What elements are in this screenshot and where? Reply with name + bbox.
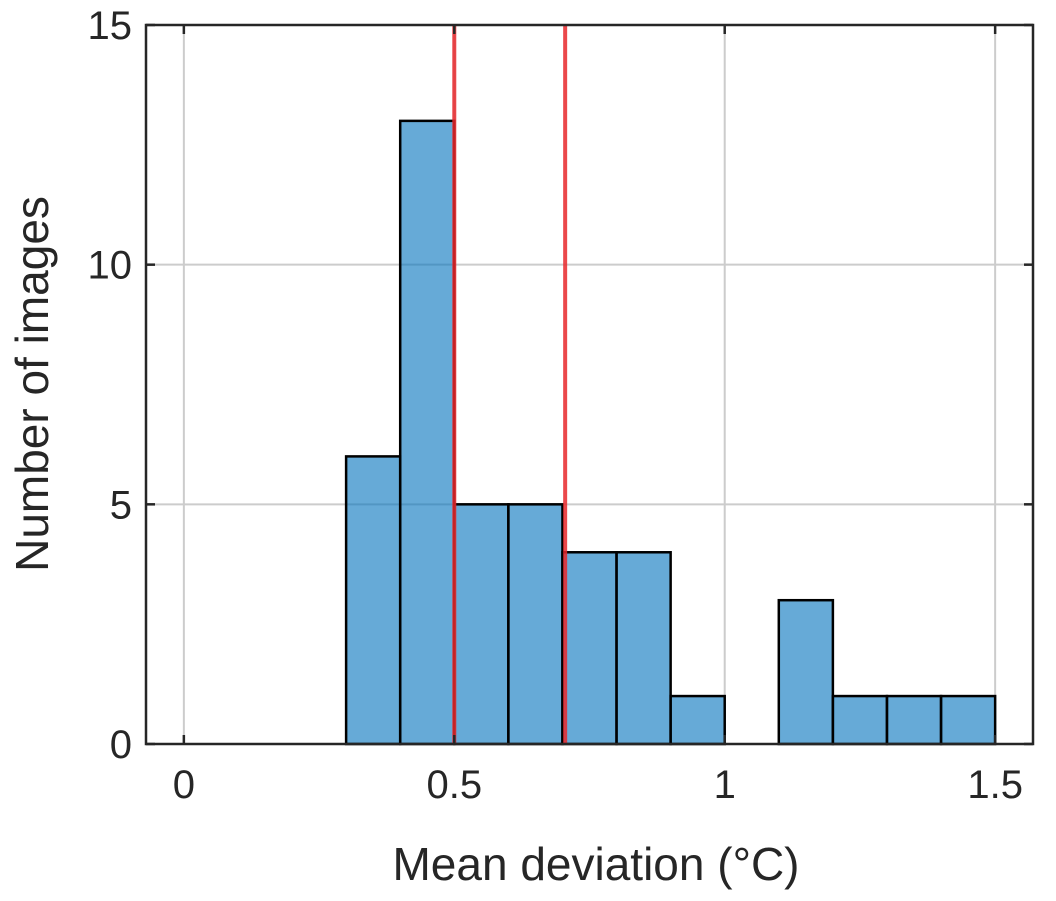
tick-marks — [146, 23, 1033, 746]
histogram-bar — [398, 119, 456, 746]
x-tick-label: 0.5 — [426, 763, 482, 807]
y-tick-label: 10 — [88, 244, 133, 288]
x-tick-label: 0 — [173, 763, 195, 807]
y-tick-label: 5 — [110, 483, 132, 527]
histogram-bar — [615, 551, 672, 746]
histogram-bar — [939, 694, 997, 746]
histogram-bar — [669, 694, 726, 746]
histogram-bar — [885, 694, 943, 746]
axes-box — [144, 23, 1035, 746]
y-tick-label: 15 — [88, 4, 133, 48]
y-axis-label: Number of images — [6, 196, 58, 572]
x-tick-label: 1 — [714, 763, 736, 807]
histogram-bar — [831, 694, 889, 746]
histogram-bar — [777, 598, 835, 746]
x-tick-labels: 0 0.5 1 1.5 — [173, 763, 1023, 807]
reference-lines — [452, 25, 568, 744]
histogram-bar — [344, 455, 402, 746]
histogram-bar — [507, 503, 564, 746]
x-axis-label: Mean deviation (°C) — [392, 838, 799, 890]
y-tick-label: 0 — [110, 723, 132, 767]
histogram-bars — [344, 119, 997, 746]
x-tick-label: 1.5 — [967, 763, 1023, 807]
y-tick-labels: 0 5 10 15 — [88, 4, 133, 767]
histogram-bar — [561, 551, 618, 746]
histogram-bar — [453, 503, 510, 746]
